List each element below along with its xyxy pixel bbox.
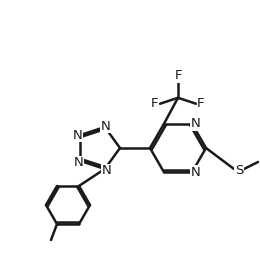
Text: N: N [102,164,112,177]
Text: F: F [197,97,205,110]
Text: N: N [72,129,82,141]
Text: N: N [73,157,83,169]
Text: S: S [235,165,243,177]
Text: N: N [101,120,111,133]
Text: N: N [191,117,201,130]
Text: F: F [151,97,159,110]
Text: N: N [191,166,201,179]
Text: F: F [174,69,182,82]
